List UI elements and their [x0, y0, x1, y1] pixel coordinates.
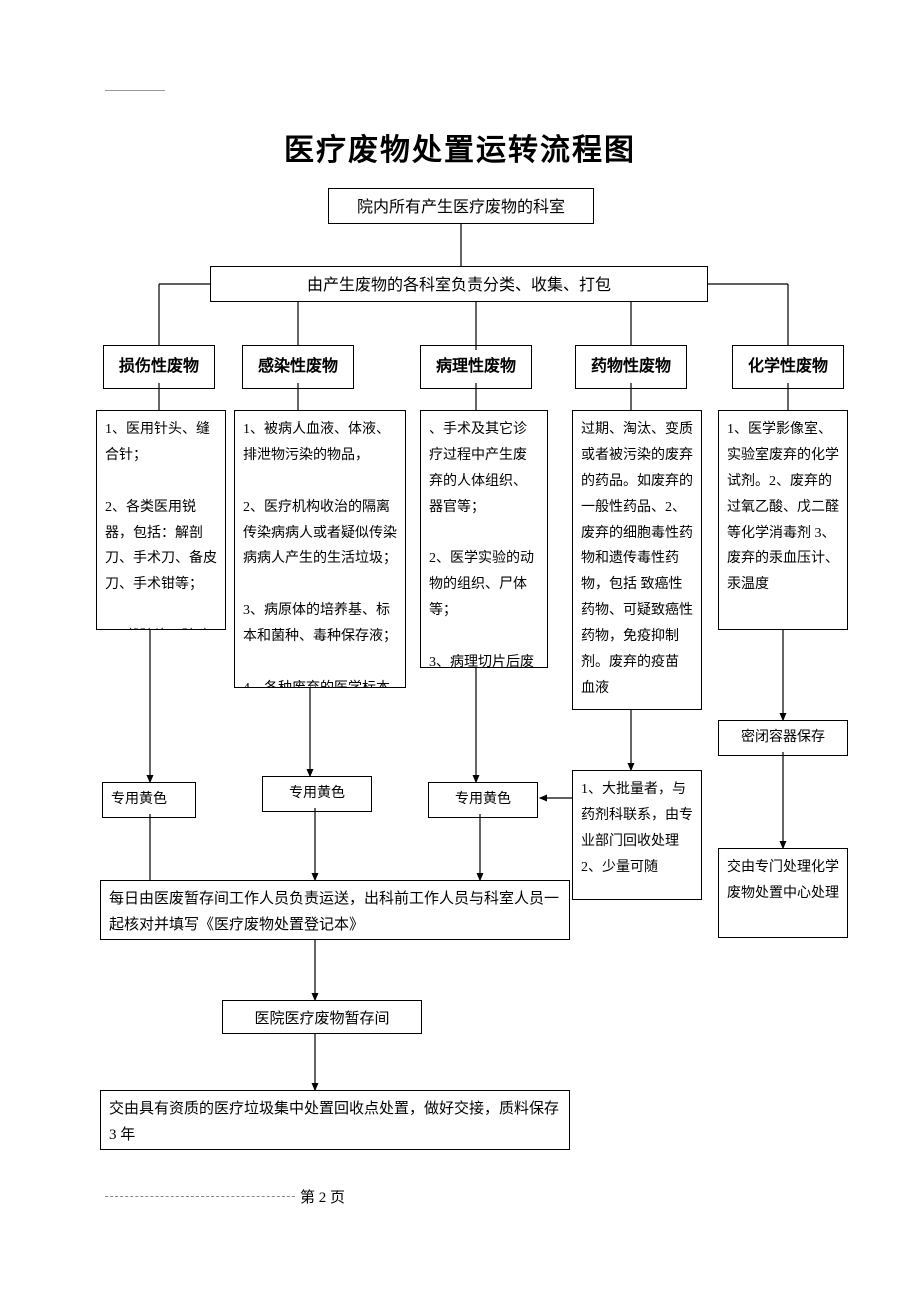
- node-daily: 每日由医废暂存间工作人员负责运送，出科前工作人员与科室人员一起核对并填写《医疗废…: [100, 880, 570, 940]
- node-detail-infect: 1、被病人血液、体液、排泄物污染的物品， 2、医疗机构收治的隔离传染病病人或者疑…: [234, 410, 406, 688]
- node-final: 交由具有资质的医疗垃圾集中处置回收点处置，做好交接，质料保存 3 年: [100, 1090, 570, 1150]
- node-yellow-1: 专用黄色: [102, 782, 196, 818]
- node-storage: 医院医疗废物暂存间: [222, 1000, 422, 1034]
- node-detail-injury: 1、医用针头、缝合针； 2、各类医用锐器，包括：解剖刀、手术刀、备皮刀、手术钳等…: [96, 410, 226, 630]
- node-sealed: 密闭容器保存: [718, 720, 848, 756]
- node-classify: 由产生废物的各科室负责分类、收集、打包: [210, 266, 708, 302]
- node-chem-center: 交由专门处理化学废物处置中心处理: [718, 848, 848, 938]
- node-detail-drug: 过期、淘汰、变质或者被污染的废弃的药品。如废弃的一般性药品、2、废弃的细胞毒性药…: [572, 410, 702, 710]
- header-rule: [105, 90, 165, 91]
- node-cat-patho: 病理性废物: [420, 345, 532, 389]
- node-cat-drug: 药物性废物: [575, 345, 687, 389]
- node-cat-infect: 感染性废物: [242, 345, 354, 389]
- node-cat-injury: 损伤性废物: [103, 345, 215, 389]
- node-detail-patho: 、手术及其它诊疗过程中产生废弃的人体组织、器官等； 2、医学实验的动物的组织、尸…: [420, 410, 548, 668]
- node-drug-handle: 1、大批量者，与药剂科联系，由专业部门回收处理 2、少量可随: [572, 770, 702, 900]
- footer-rule: [105, 1196, 295, 1197]
- node-yellow-2: 专用黄色: [262, 776, 372, 812]
- node-all-depts: 院内所有产生医疗废物的科室: [328, 188, 594, 224]
- node-cat-chem: 化学性废物: [732, 345, 844, 389]
- node-yellow-3: 专用黄色: [428, 782, 538, 818]
- node-detail-chem: 1、医学影像室、实验室废弃的化学试剂。2、废弃的过氧乙酸、戊二醛等化学消毒剂 3…: [718, 410, 848, 630]
- page-title: 医疗废物处置运转流程图: [0, 125, 920, 169]
- page-number: 第 2 页: [300, 1186, 345, 1207]
